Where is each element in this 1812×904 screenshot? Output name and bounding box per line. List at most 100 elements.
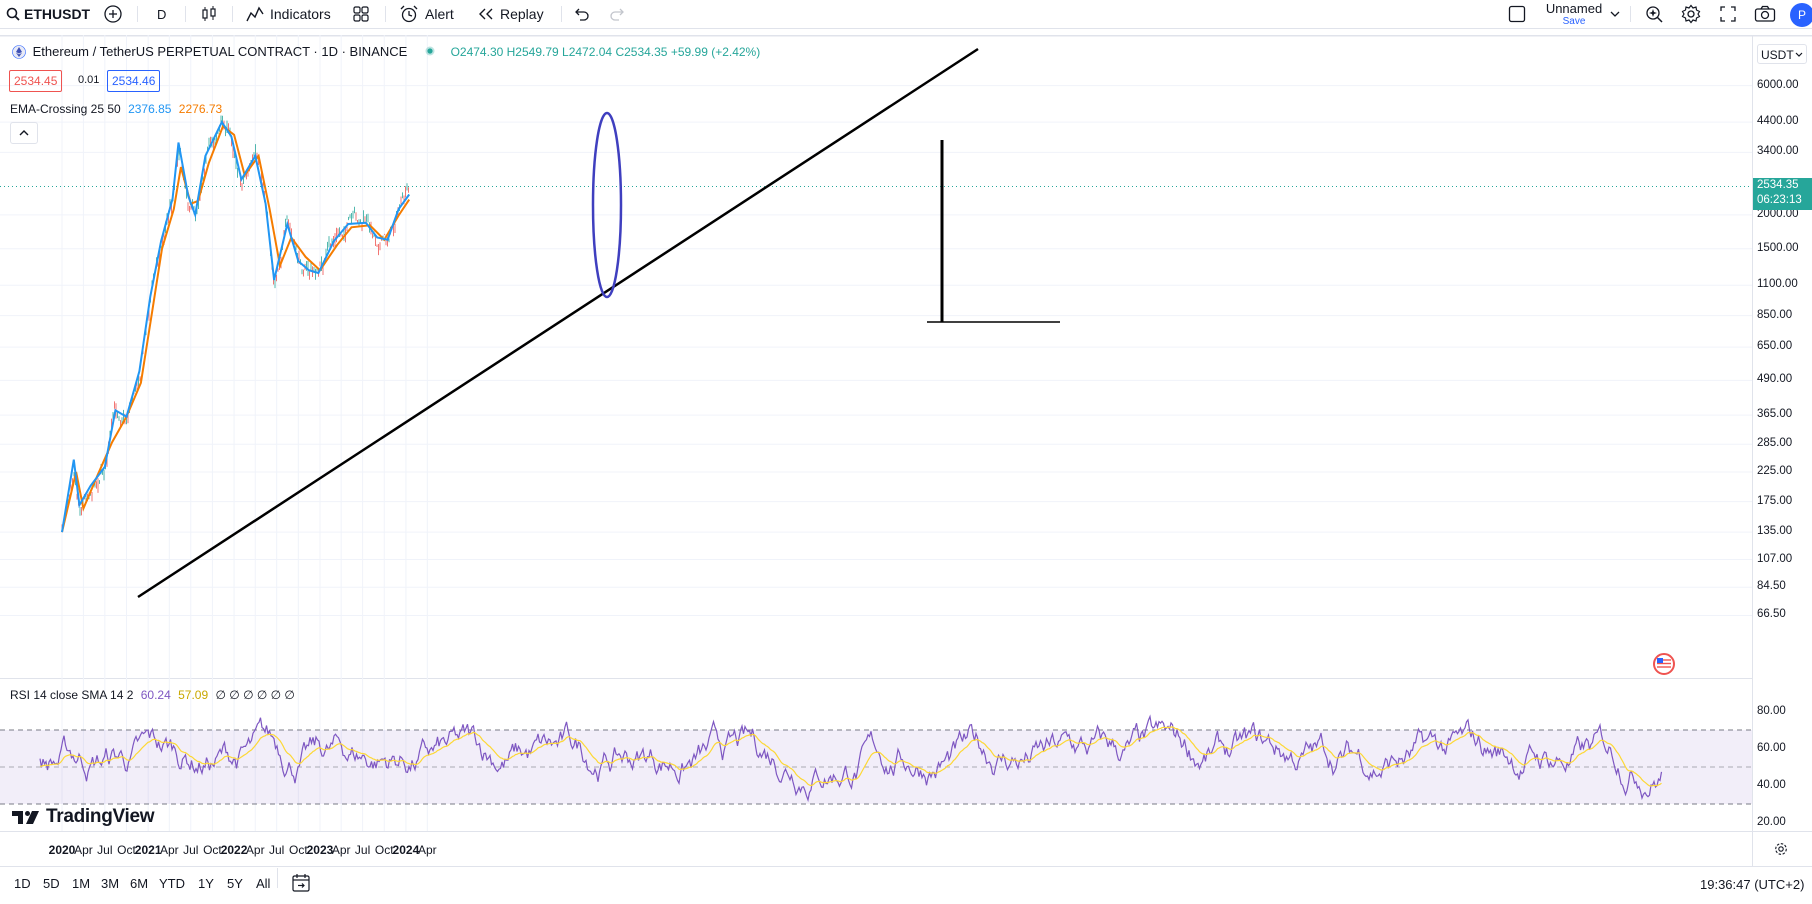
settings-button[interactable] (1681, 0, 1701, 28)
change-value: +59.99 (+2.42%) (670, 45, 761, 59)
price-tick-label: 175.00 (1757, 494, 1793, 507)
price-tick-label: 225.00 (1757, 465, 1793, 478)
us-flag-icon[interactable] (1653, 653, 1675, 675)
toolbar-divider (277, 868, 278, 888)
replay-button[interactable]: Replay (478, 0, 544, 28)
rsi-legend: RSI 14 close SMA 14 2 60.24 57.09 ∅ ∅ ∅ … (10, 688, 295, 702)
go-to-date-button[interactable] (290, 873, 312, 898)
rewind-icon (478, 7, 494, 21)
time-tick-label: Oct (374, 843, 394, 857)
replay-label: Replay (500, 6, 544, 22)
last-price-label: 2534.35 06:23:13 (1753, 178, 1812, 210)
chart-canvas[interactable] (0, 35, 1812, 904)
time-tick-label: Apr (417, 843, 437, 857)
chevron-up-icon (19, 129, 29, 137)
alert-button[interactable]: Alert (399, 0, 454, 28)
rsi-value: 60.24 (140, 688, 171, 702)
time-tick-label: Oct (203, 843, 222, 857)
collapse-legend-button[interactable] (10, 122, 38, 144)
price-tick-label: 135.00 (1757, 525, 1793, 538)
time-tick-label: 2023 (306, 843, 334, 857)
time-tick-label: 2021 (134, 843, 162, 857)
rsi-tick-label: 20.00 (1757, 815, 1786, 828)
buy-price-button[interactable]: 2534.46 (107, 70, 161, 92)
time-tick-label: 2020 (48, 843, 76, 857)
calendar-arrow-icon (290, 873, 312, 893)
toolbar-divider (561, 6, 562, 22)
redo-icon (609, 5, 627, 23)
layout-save-label: Save (1562, 16, 1586, 27)
magnifier-sparkle-icon (1644, 4, 1664, 24)
toolbar-divider (232, 6, 233, 22)
rsi-sma-line (39, 726, 1662, 787)
currency-selector[interactable]: USDT (1757, 44, 1807, 64)
range-button-5d[interactable]: 5D (43, 876, 60, 891)
gear-icon (1681, 4, 1701, 24)
price-tick-label: 490.00 (1757, 373, 1793, 386)
price-tick-label: 3400.00 (1757, 145, 1799, 158)
alert-label: Alert (425, 6, 454, 22)
range-button-1y[interactable]: 1Y (198, 876, 214, 891)
price-tick-label: 1500.00 (1757, 241, 1799, 254)
time-tick-label: 2024 (392, 843, 420, 857)
avatar[interactable]: P (1790, 3, 1812, 27)
grid-icon (352, 5, 370, 23)
ema-label: EMA-Crossing 25 50 (10, 102, 121, 116)
camera-icon (1754, 5, 1776, 23)
templates-button[interactable] (352, 0, 370, 28)
range-button-3m[interactable]: 3M (101, 876, 120, 891)
tradingview-logo[interactable]: TradingView (12, 806, 155, 828)
ellipse-drawing (591, 111, 623, 299)
last-price-value: 2534.35 (1757, 179, 1799, 191)
layout-checkbox[interactable] (1508, 0, 1526, 28)
price-tick-label: 6000.00 (1757, 78, 1799, 91)
trendline-drawing (137, 47, 979, 599)
range-button-5y[interactable]: 5Y (227, 876, 243, 891)
quick-search-button[interactable] (1644, 0, 1664, 28)
range-button-all[interactable]: All (256, 876, 271, 891)
ema-slow-value: 2276.73 (178, 102, 223, 116)
rsi-sma-value: 57.09 (178, 688, 209, 702)
rsi-tick-label: 40.00 (1757, 778, 1786, 791)
rsi-tick-label: 80.00 (1757, 704, 1786, 717)
axis-settings-button[interactable] (1774, 842, 1788, 861)
square-icon (1508, 5, 1526, 23)
ema-fast-line (61, 120, 411, 533)
interval-button[interactable]: D (157, 6, 167, 22)
time-tick-label: Jul (354, 843, 371, 857)
symbol-search-button[interactable]: ETHUSDT (6, 0, 90, 28)
time-tick-label: Oct (288, 843, 308, 857)
indicators-button[interactable]: Indicators (246, 0, 331, 28)
chart-type-button[interactable] (200, 0, 218, 28)
high-value: H2549.79 (506, 45, 559, 59)
time-tick-label: Apr (245, 843, 265, 857)
layout-menu-button[interactable] (1609, 0, 1621, 28)
chevron-down-icon (1795, 52, 1803, 58)
time-tick-label: Apr (159, 843, 179, 857)
snapshot-button[interactable] (1754, 0, 1776, 28)
compare-symbol-button[interactable] (103, 0, 123, 28)
ema-slow-line (61, 124, 411, 533)
tradingview-logo-icon (12, 809, 42, 825)
price-candles (61, 115, 409, 532)
range-button-6m[interactable]: 6M (130, 876, 149, 891)
clock-timezone[interactable]: 19:36:47 (UTC+2) (1700, 877, 1805, 892)
symbol-title: Ethereum / TetherUS PERPETUAL CONTRACT ·… (32, 44, 408, 59)
undo-button[interactable] (572, 0, 590, 28)
undo-icon (572, 5, 590, 23)
redo-button[interactable] (609, 0, 627, 28)
fullscreen-button[interactable] (1719, 0, 1737, 28)
ohlc-values: O2474.30 H2549.79 L2472.04 C2534.35 +59.… (451, 45, 761, 59)
layout-name-button[interactable]: Unnamed Save (1541, 1, 1607, 27)
price-tick-label: 107.00 (1757, 552, 1793, 565)
range-button-1d[interactable]: 1D (14, 876, 31, 891)
sell-price-button[interactable]: 2534.45 (9, 70, 63, 92)
price-tick-label: 2000.00 (1757, 207, 1799, 220)
range-button-1m[interactable]: 1M (72, 876, 91, 891)
price-tick-label: 84.50 (1757, 580, 1786, 593)
range-button-ytd[interactable]: YTD (159, 876, 185, 891)
top-toolbar: ETHUSDT D Indicators Alert Replay (0, 0, 1812, 29)
time-tick-label: Oct (117, 843, 136, 857)
market-status-icon (425, 46, 435, 56)
symbol-label: ETHUSDT (24, 6, 91, 22)
